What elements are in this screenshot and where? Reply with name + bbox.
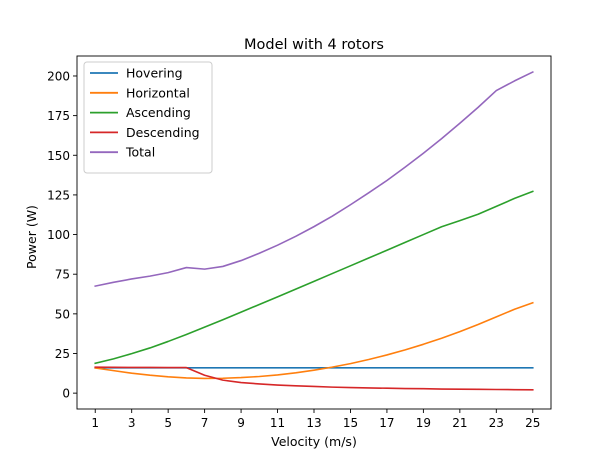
x-tick-label: 9 xyxy=(237,416,245,430)
x-tick-label: 15 xyxy=(343,416,358,430)
legend-label-hovering: Hovering xyxy=(126,66,183,81)
y-tick-label: 50 xyxy=(55,307,70,321)
chart-title: Model with 4 rotors xyxy=(244,37,384,53)
y-tick-label: 25 xyxy=(55,347,70,361)
x-tick-label: 21 xyxy=(452,416,467,430)
x-tick-label: 23 xyxy=(489,416,504,430)
x-axis-label: Velocity (m/s) xyxy=(271,434,357,449)
x-tick-label: 13 xyxy=(306,416,321,430)
x-axis-ticks: 1 3 5 7 9 11 13 15 17 19 21 23 25 xyxy=(91,409,540,430)
legend-box xyxy=(83,61,213,174)
series-line-ascending xyxy=(94,190,534,365)
series-line-descending xyxy=(94,366,534,391)
x-tick-label: 3 xyxy=(128,416,136,430)
y-tick-label: 75 xyxy=(55,268,70,282)
legend-label-ascending: Ascending xyxy=(126,105,191,120)
y-tick-label: 150 xyxy=(47,149,70,163)
y-tick-label: 125 xyxy=(47,188,70,202)
y-tick-label: 175 xyxy=(47,109,70,123)
series-line-horizontal xyxy=(94,301,534,380)
x-tick-label: 19 xyxy=(416,416,431,430)
x-tick-label: 1 xyxy=(91,416,99,430)
x-tick-label: 25 xyxy=(525,416,540,430)
x-tick-label: 11 xyxy=(270,416,285,430)
y-axis-label: Power (W) xyxy=(24,205,39,269)
y-tick-label: 200 xyxy=(47,69,70,83)
series-line-total xyxy=(94,70,534,288)
x-tick-label: 7 xyxy=(201,416,209,430)
y-tick-label: 100 xyxy=(47,228,70,242)
legend-label-descending: Descending xyxy=(126,125,200,140)
x-tick-label: 17 xyxy=(379,416,394,430)
legend-label-horizontal: Horizontal xyxy=(126,85,190,100)
legend-label-total: Total xyxy=(125,145,155,160)
legend: Hovering Horizontal Ascending Descending Tot… xyxy=(83,61,213,174)
y-axis-ticks: 0 25 50 75 100 125 150 175 200 xyxy=(47,69,77,401)
y-tick-label: 0 xyxy=(62,387,70,401)
x-tick-label: 5 xyxy=(164,416,172,430)
